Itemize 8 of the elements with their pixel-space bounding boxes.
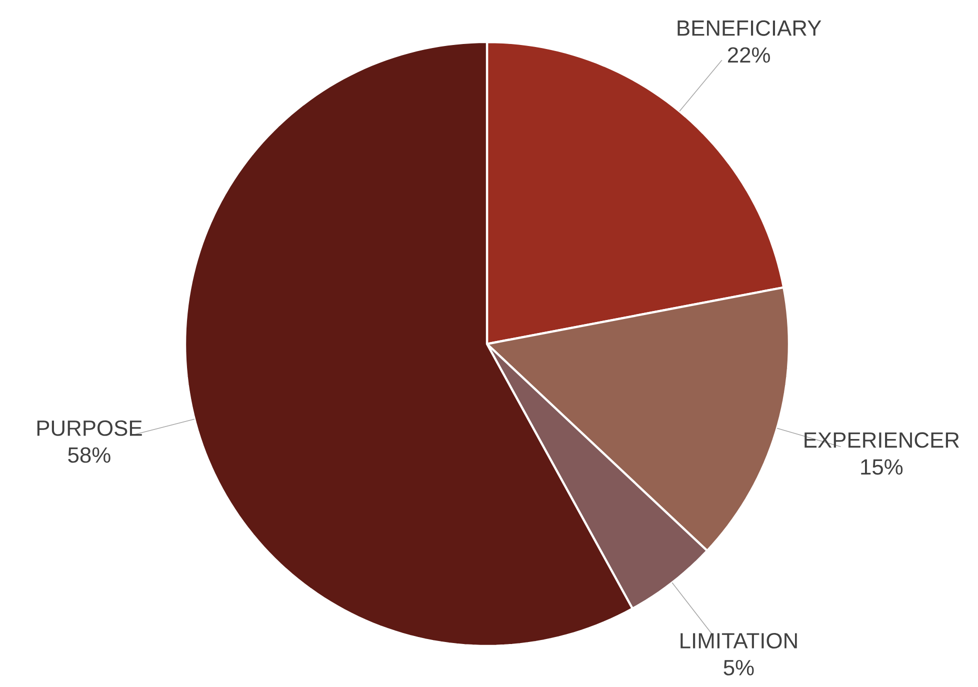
slice-label: LIMITATION (680, 632, 797, 649)
data-label: 58% (68, 447, 110, 463)
data-label: 5% (724, 660, 754, 676)
slice-label: PURPOSE (37, 420, 142, 436)
data-label: 15% (861, 459, 903, 475)
slice-label: BENEFICIARY (678, 20, 822, 36)
data-label: 22% (728, 47, 770, 63)
slice-label: EXPERIENCER (804, 432, 959, 448)
